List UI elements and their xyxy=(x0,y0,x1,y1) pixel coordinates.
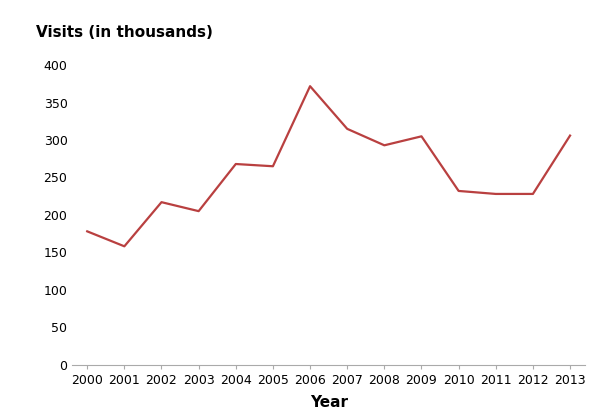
Text: Visits (in thousands): Visits (in thousands) xyxy=(36,25,213,40)
X-axis label: Year: Year xyxy=(309,395,348,410)
